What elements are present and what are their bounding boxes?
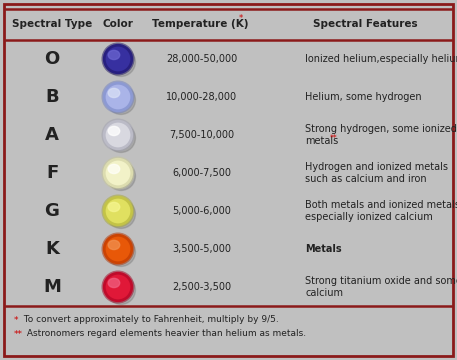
Text: Spectral Type: Spectral Type [12,19,92,29]
Text: 5,000-6,000: 5,000-6,000 [173,206,231,216]
Ellipse shape [104,158,133,188]
Ellipse shape [106,86,135,114]
Text: 28,000-50,000: 28,000-50,000 [166,54,238,64]
Ellipse shape [106,238,135,266]
Text: **: ** [329,135,337,144]
Ellipse shape [106,199,135,229]
Ellipse shape [108,126,120,136]
Ellipse shape [108,240,120,249]
Text: *: * [239,14,243,23]
Ellipse shape [104,273,133,301]
Ellipse shape [106,48,135,76]
Text: 10,000-28,000: 10,000-28,000 [166,92,238,102]
Text: Strong titanium oxide and some: Strong titanium oxide and some [305,276,457,286]
Text: 2,500-3,500: 2,500-3,500 [172,282,232,292]
Text: M: M [43,278,61,296]
Text: A: A [45,126,59,144]
Text: Spectral Features: Spectral Features [313,19,417,29]
Text: *: * [14,315,18,324]
Ellipse shape [104,197,133,225]
Text: Temperature (K): Temperature (K) [152,19,248,29]
Text: Strong hydrogen, some ionized: Strong hydrogen, some ionized [305,124,457,134]
Text: 3,500-5,000: 3,500-5,000 [172,244,232,254]
Ellipse shape [106,275,135,305]
Ellipse shape [104,82,133,112]
Text: 6,000-7,500: 6,000-7,500 [172,168,232,178]
Ellipse shape [108,164,120,174]
Text: Color: Color [102,19,133,29]
Ellipse shape [108,202,120,212]
Text: especially ionized calcium: especially ionized calcium [305,212,433,222]
Text: **: ** [14,329,23,338]
Ellipse shape [108,50,120,59]
Text: Metals: Metals [305,244,342,254]
Text: Both metals and ionized metals,: Both metals and ionized metals, [305,200,457,210]
Text: 7,500-10,000: 7,500-10,000 [170,130,234,140]
Text: calcium: calcium [305,288,343,298]
Text: K: K [45,240,59,258]
Ellipse shape [108,278,120,288]
Ellipse shape [104,45,133,73]
Text: F: F [46,164,58,182]
Text: Hydrogen and ionized metals: Hydrogen and ionized metals [305,162,448,172]
Text: such as calcium and iron: such as calcium and iron [305,174,427,184]
Ellipse shape [104,121,133,149]
Text: B: B [45,88,59,106]
Text: O: O [44,50,59,68]
Text: metals: metals [305,136,338,146]
Text: To convert approximately to Fahrenheit, multiply by 9/5.: To convert approximately to Fahrenheit, … [21,315,279,324]
Text: G: G [45,202,59,220]
Ellipse shape [104,235,133,264]
Text: Ionized helium,especially helium: Ionized helium,especially helium [305,54,457,64]
Ellipse shape [106,162,135,190]
Text: Astronomers regard elements heavier than helium as metals.: Astronomers regard elements heavier than… [24,329,306,338]
FancyBboxPatch shape [4,4,453,356]
Text: Helium, some hydrogen: Helium, some hydrogen [305,92,422,102]
Ellipse shape [106,123,135,152]
Ellipse shape [108,88,120,98]
